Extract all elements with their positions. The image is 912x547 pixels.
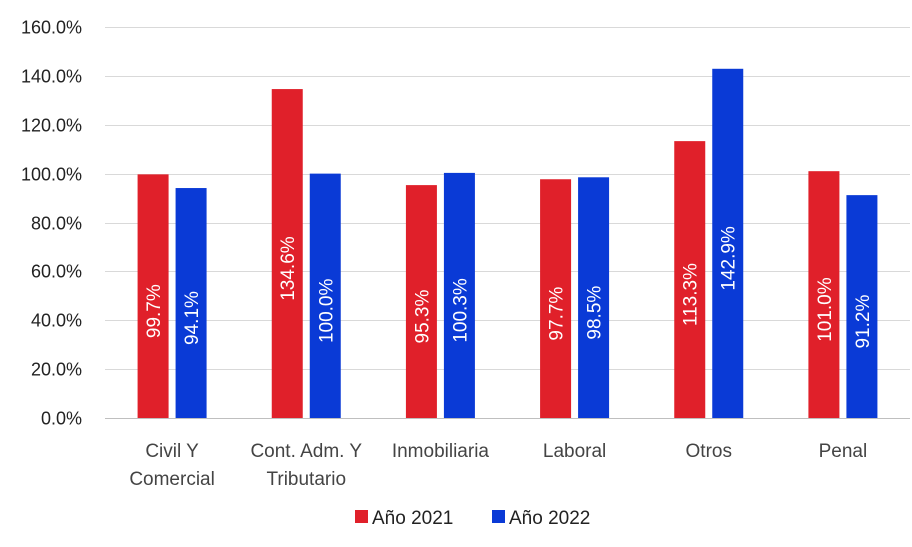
x-tick-label: Otros (686, 441, 732, 462)
legend-label: Año 2021 (372, 508, 453, 529)
x-tick-label: Comercial (129, 469, 215, 490)
data-label: 91.2% (853, 295, 874, 349)
bar-2022 (309, 173, 341, 418)
data-label: 134.6% (278, 236, 299, 301)
x-axis-ticks: Civil Y Comercial Cont. Adm. Y Tributario In… (129, 441, 867, 490)
bar-2021 (405, 185, 437, 418)
gridlines (105, 27, 910, 419)
data-label: 97.7% (547, 287, 568, 341)
bar-2022 (175, 188, 207, 418)
data-label: 99.7% (144, 284, 165, 338)
x-tick-label: Laboral (543, 441, 606, 462)
data-label: 113.3% (681, 263, 702, 326)
bar-2021 (808, 171, 840, 418)
x-tick-label: Inmobiliaria (392, 441, 490, 462)
y-tick-label: 160.0% (21, 18, 82, 38)
bar-2022 (578, 177, 610, 418)
y-tick-label: 140.0% (21, 67, 82, 87)
bar-2021 (137, 174, 169, 418)
bar-2022 (443, 172, 475, 418)
data-label: 100.0% (316, 278, 337, 343)
data-label: 142.9% (719, 226, 740, 291)
data-label: 98.5% (585, 286, 606, 340)
data-label: 100.3% (450, 278, 471, 343)
bar-2021 (271, 89, 303, 418)
y-tick-label: 20.0% (31, 360, 82, 380)
bar-2022 (712, 68, 744, 419)
legend-label: Año 2022 (509, 508, 590, 529)
x-tick-label: Penal (819, 441, 868, 462)
y-tick-label: 100.0% (21, 165, 82, 185)
data-label: 101.0% (815, 277, 836, 342)
bar-2021 (540, 179, 572, 418)
y-tick-label: 0.0% (41, 409, 82, 429)
y-tick-label: 120.0% (21, 116, 82, 136)
bar-2022 (846, 195, 878, 418)
y-tick-label: 80.0% (31, 214, 82, 234)
data-label: 94.1% (182, 291, 203, 345)
bars (137, 68, 878, 419)
bar-2021 (674, 141, 706, 419)
y-tick-label: 60.0% (31, 262, 82, 282)
y-tick-label: 40.0% (31, 311, 82, 331)
data-labels: 99.7% 94.1% 134.6% 100.0% 95.3% 100.3% 97.7% 98… (144, 226, 874, 348)
data-label: 95.3% (412, 290, 433, 344)
legend-swatch (355, 510, 368, 523)
y-axis-ticks: 0.0% 20.0% 40.0% 60.0% 80.0% 100.0% 120.0% 140.… (21, 18, 82, 429)
x-tick-label: Civil Y (145, 441, 199, 462)
x-tick-label: Cont. Adm. Y (250, 441, 362, 462)
legend-swatch (492, 510, 505, 523)
x-tick-label: Tributario (266, 469, 346, 490)
legend: Año 2021 Año 2022 (355, 508, 590, 529)
